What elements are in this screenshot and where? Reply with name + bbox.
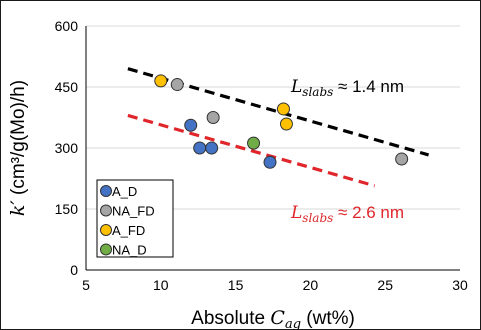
axes [85, 26, 460, 271]
trendline-label-variable: L [290, 203, 302, 223]
y-tick-label: 450 [55, 79, 79, 95]
data-point-a-d [205, 141, 219, 155]
legend-marker [100, 243, 112, 256]
x-tick-label: 5 [82, 277, 90, 293]
x-tick-label: 25 [377, 277, 393, 293]
trendline-label-subscript: slabs [302, 211, 333, 225]
data-point-a-fd [279, 117, 293, 131]
legend-marker [100, 185, 112, 197]
trendline-label-1-4nm: Lslabs ≈ 1.4 nm [290, 77, 404, 99]
trendline-label-2-6nm: Lslabs ≈ 2.6 nm [290, 203, 404, 225]
legend-marker [100, 224, 112, 236]
x-axis-title-variable: 𝐶 [270, 307, 285, 329]
y-tick-label: 150 [55, 201, 79, 217]
data-point-a-d [193, 141, 207, 155]
x-tick-label: 10 [153, 277, 169, 293]
legend-marker [100, 204, 112, 217]
legend: A_D NA_FD A_FD NA_D [96, 179, 174, 258]
trendline-label-value: ≈ 1.4 nm [333, 77, 404, 96]
x-tick-label: 30 [452, 277, 468, 293]
data-point-na-fd [170, 78, 184, 92]
x-axis-title-subscript: ag [285, 317, 301, 330]
legend-label: A_FD [112, 223, 145, 238]
x-axis-title-main: Absolute [191, 308, 270, 329]
data-point-a-d [263, 155, 277, 169]
x-tick-label: 20 [303, 277, 319, 293]
legend-label: NA_D [112, 243, 147, 258]
x-tick-labels: 5 10 15 20 25 30 [82, 277, 468, 293]
data-point-a-d [184, 118, 198, 132]
y-tick-label: 300 [55, 140, 79, 156]
trendline-label-subscript: slabs [302, 85, 333, 99]
data-point-na-fd [395, 152, 409, 166]
data-point-na-d [247, 136, 261, 150]
legend-label: A_D [112, 184, 137, 199]
y-axis-title-unit: (cm³/g(Mo)/h) [8, 80, 29, 200]
y-axis-title: k′ (cm³/g(Mo)/h) [7, 80, 29, 216]
data-point-na-fd [206, 111, 220, 124]
trendline-label-value: ≈ 2.6 nm [333, 203, 404, 222]
trendline-label-variable: L [290, 77, 302, 97]
x-axis-title-unit: (wt%) [301, 308, 355, 329]
y-tick-label: 600 [55, 18, 79, 34]
x-axis-title: Absolute 𝐶ag (wt%) [191, 307, 355, 330]
x-tick-label: 15 [228, 277, 244, 293]
data-point-a-fd [276, 102, 290, 116]
y-tick-label: 0 [70, 262, 78, 278]
trendline-2-6nm [127, 113, 376, 188]
y-tick-labels: 0 150 300 450 600 [55, 18, 79, 278]
data-point-a-fd [154, 74, 168, 88]
data-points [154, 74, 409, 169]
y-axis-title-variable: k′ [7, 200, 29, 217]
legend-label: NA_FD [112, 204, 155, 219]
